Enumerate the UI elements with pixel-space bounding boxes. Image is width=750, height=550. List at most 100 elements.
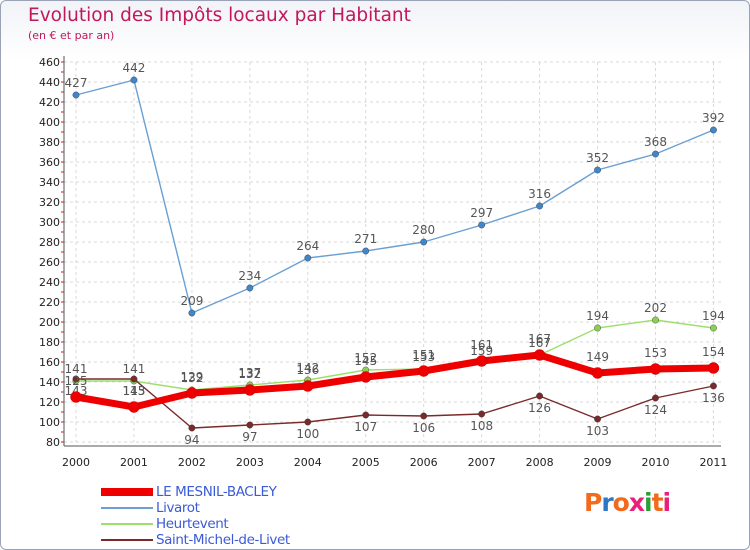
x-tick-label: 2006 — [410, 456, 438, 469]
y-tick-label: 180 — [39, 336, 60, 349]
data-point-le-mesnil-bacley — [707, 362, 720, 374]
data-label-saint-michel-de-livet: 103 — [586, 424, 609, 438]
legend-swatch — [101, 539, 153, 541]
data-point-livarot — [536, 202, 543, 210]
data-label-livarot: 427 — [65, 76, 88, 90]
data-label-saint-michel-de-livet: 106 — [412, 421, 435, 435]
data-label-le-mesnil-bacley: 153 — [644, 346, 667, 360]
data-point-saint-michel-de-livet — [362, 411, 370, 419]
series-line-livarot — [75, 79, 715, 314]
data-label-heurtevent: 137 — [238, 366, 261, 380]
data-label-saint-michel-de-livet: 97 — [242, 430, 257, 444]
data-point-livarot — [72, 91, 80, 99]
data-point-saint-michel-de-livet — [478, 410, 486, 418]
data-label-heurtevent: 141 — [122, 362, 145, 376]
data-label-saint-michel-de-livet: 126 — [528, 401, 551, 415]
x-tick-label: 2001 — [120, 456, 148, 469]
x-tick-label: 2007 — [468, 456, 496, 469]
data-label-le-mesnil-bacley: 136 — [296, 363, 319, 377]
legend-swatch — [101, 523, 153, 525]
y-tick-label: 80 — [46, 436, 60, 449]
data-label-heurtevent: 153 — [412, 350, 435, 364]
x-tick-label: 2008 — [526, 456, 554, 469]
data-label-saint-michel-de-livet: 108 — [470, 419, 493, 433]
data-point-saint-michel-de-livet — [130, 375, 138, 383]
data-label-livarot: 352 — [586, 151, 609, 165]
data-point-saint-michel-de-livet — [594, 415, 601, 423]
x-tick-label: 2010 — [642, 456, 670, 469]
data-point-livarot — [420, 238, 428, 246]
legend-swatch — [101, 507, 153, 509]
y-tick-label: 440 — [39, 76, 60, 89]
x-tick-label: 2005 — [352, 456, 380, 469]
y-tick-label: 400 — [39, 116, 60, 129]
data-label-le-mesnil-bacley: 145 — [354, 354, 377, 368]
x-tick-label: 2009 — [584, 456, 612, 469]
data-label-le-mesnil-bacley: 132 — [238, 367, 261, 381]
proxiti-logo: Proxiti — [584, 488, 671, 517]
data-label-livarot: 234 — [238, 269, 261, 283]
data-label-le-mesnil-bacley: 151 — [412, 348, 435, 362]
series-line-saint-michel-de-livet — [75, 378, 715, 429]
data-point-le-mesnil-bacley — [533, 349, 546, 361]
chart-subtitle: (en € et par an) — [28, 29, 115, 42]
x-tick-label: 2011 — [699, 456, 727, 469]
data-point-livarot — [652, 150, 659, 158]
x-tick-label: 2000 — [62, 456, 90, 469]
data-point-livarot — [362, 247, 370, 255]
legend-label: LE MESNIL-BACLEY — [156, 484, 277, 500]
data-label-livarot: 368 — [644, 135, 667, 149]
data-label-saint-michel-de-livet: 124 — [644, 403, 667, 417]
data-label-le-mesnil-bacley: 167 — [528, 332, 551, 346]
data-point-saint-michel-de-livet — [72, 375, 80, 383]
data-point-le-mesnil-bacley — [475, 355, 488, 367]
data-point-saint-michel-de-livet — [246, 421, 254, 429]
data-label-le-mesnil-bacley: 129 — [180, 370, 203, 384]
data-label-livarot: 209 — [180, 294, 203, 308]
data-point-livarot — [130, 76, 138, 84]
data-label-le-mesnil-bacley: 161 — [470, 338, 493, 352]
data-point-le-mesnil-bacley — [302, 380, 314, 392]
data-label-le-mesnil-bacley: 115 — [122, 384, 145, 398]
data-label-heurtevent: 142 — [296, 361, 319, 375]
data-label-heurtevent: 194 — [702, 309, 725, 323]
data-point-le-mesnil-bacley — [186, 387, 198, 399]
series-line-heurtevent — [75, 319, 715, 391]
data-point-le-mesnil-bacley — [649, 363, 662, 375]
chart-title: Evolution des Impôts locaux par Habitant — [28, 5, 411, 26]
data-point-heurtevent — [594, 324, 601, 332]
data-label-heurtevent: 194 — [586, 309, 609, 323]
y-tick-label: 380 — [39, 136, 60, 149]
data-label-livarot: 271 — [354, 232, 377, 246]
y-tick-label: 420 — [39, 96, 60, 109]
series-line-le-mesnil-bacley — [72, 351, 717, 411]
legend-label: Saint-Michel-de-Livet — [156, 532, 290, 548]
data-label-livarot: 392 — [702, 111, 725, 125]
data-label-le-mesnil-bacley: 125 — [65, 374, 88, 388]
data-point-saint-michel-de-livet — [536, 392, 543, 400]
data-label-le-mesnil-bacley: 154 — [702, 345, 725, 359]
y-tick-label: 320 — [39, 196, 60, 209]
y-tick-label: 200 — [39, 316, 60, 329]
data-label-heurtevent: 132 — [180, 371, 203, 385]
data-point-saint-michel-de-livet — [710, 382, 717, 390]
data-point-livarot — [188, 309, 196, 317]
data-label-heurtevent: 159 — [470, 344, 493, 358]
data-label-le-mesnil-bacley: 149 — [586, 350, 609, 364]
x-tick-label: 2002 — [178, 456, 206, 469]
data-label-livarot: 264 — [296, 239, 319, 253]
data-point-le-mesnil-bacley — [128, 401, 140, 413]
data-point-heurtevent — [652, 316, 659, 324]
data-point-livarot — [594, 166, 601, 174]
data-point-livarot — [478, 221, 486, 229]
y-tick-label: 280 — [39, 236, 60, 249]
y-tick-label: 240 — [39, 276, 60, 289]
data-point-le-mesnil-bacley — [591, 367, 604, 379]
x-tick-label: 2004 — [294, 456, 322, 469]
data-label-saint-michel-de-livet: 100 — [296, 427, 319, 441]
data-label-livarot: 297 — [470, 206, 493, 220]
data-point-le-mesnil-bacley — [70, 391, 82, 403]
data-label-saint-michel-de-livet: 143 — [122, 384, 145, 398]
